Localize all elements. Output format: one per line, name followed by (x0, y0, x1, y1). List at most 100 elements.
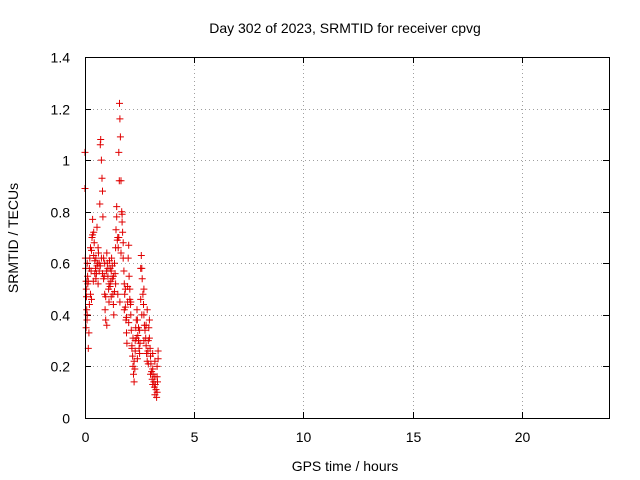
data-point (140, 337, 148, 345)
y-tick-label: 0.6 (51, 256, 71, 272)
data-point (104, 264, 112, 272)
data-point (83, 311, 91, 319)
axis-ticks: 0 0.2 0.4 0.6 0.8 1 1.2 1.4 0 5 10 15 20 (51, 50, 609, 445)
data-point (123, 313, 130, 321)
data-point (88, 295, 95, 303)
x-tick-label: 0 (82, 429, 90, 445)
y-tick-label: 0.4 (51, 308, 71, 324)
data-point (142, 342, 150, 350)
data-point (92, 275, 100, 283)
data-point (93, 223, 101, 231)
data-point (117, 249, 125, 257)
data-point (123, 339, 131, 347)
data-point (97, 156, 105, 164)
data-point (116, 133, 124, 141)
data-point (137, 252, 145, 259)
data-point (143, 306, 151, 314)
data-point (137, 264, 145, 272)
plot-frame (85, 57, 610, 419)
data-point (85, 264, 93, 272)
data-point (99, 213, 107, 221)
data-point (115, 148, 123, 156)
data-point (101, 259, 109, 267)
data-point (149, 381, 157, 388)
data-point (99, 270, 106, 278)
data-point (119, 228, 127, 236)
data-points (81, 99, 162, 401)
data-point (108, 262, 116, 270)
data-point (125, 272, 133, 280)
data-point (107, 293, 115, 301)
data-point (137, 295, 145, 303)
data-point (114, 244, 122, 252)
data-point (100, 275, 108, 283)
data-point (146, 344, 154, 352)
data-point (125, 241, 133, 249)
data-point (96, 262, 104, 270)
x-tick-label: 10 (296, 429, 312, 445)
data-point (145, 316, 153, 324)
data-point (153, 362, 161, 370)
data-point (86, 254, 94, 262)
data-point (144, 360, 152, 368)
data-point (98, 174, 106, 182)
data-point (119, 239, 127, 247)
data-point (94, 280, 102, 288)
data-point (90, 239, 98, 247)
data-point (82, 324, 90, 332)
data-point (94, 244, 102, 252)
data-point (127, 311, 135, 319)
chart-title: Day 302 of 2023, SRMTID for receiver cpv… (209, 20, 481, 36)
data-point (131, 365, 139, 373)
data-point (85, 329, 93, 337)
data-point (127, 298, 135, 306)
data-point (99, 187, 106, 195)
data-point (133, 316, 141, 324)
data-point (112, 226, 120, 234)
y-axis-label: SRMTID / TECUs (5, 183, 21, 293)
data-point (119, 254, 127, 262)
data-point (129, 334, 137, 342)
data-point (116, 99, 123, 107)
data-point (136, 339, 144, 347)
data-point (112, 280, 120, 288)
data-point (116, 115, 124, 123)
data-point (142, 321, 150, 329)
y-tick-label: 1.2 (51, 102, 71, 118)
data-point (82, 285, 90, 293)
data-point (89, 215, 97, 223)
data-point (113, 213, 121, 221)
data-point (131, 347, 139, 355)
data-point (91, 270, 99, 278)
x-tick-label: 5 (191, 429, 199, 445)
data-point (103, 321, 111, 329)
data-point (121, 290, 129, 298)
data-point (105, 298, 113, 306)
data-point (147, 370, 154, 378)
data-point (105, 280, 113, 288)
data-point (118, 210, 126, 218)
data-point (116, 298, 124, 306)
data-point (102, 316, 110, 324)
data-point (103, 249, 111, 257)
data-point (136, 326, 144, 334)
data-point (151, 391, 159, 399)
data-point (118, 218, 126, 226)
data-point (121, 285, 129, 293)
y-tick-label: 1 (62, 153, 70, 169)
data-point (85, 301, 93, 308)
data-point (133, 306, 141, 314)
data-point (120, 267, 128, 275)
data-point (109, 301, 117, 308)
data-point (113, 203, 121, 211)
data-point (96, 200, 104, 208)
data-point (151, 357, 159, 365)
data-point (125, 319, 133, 327)
data-point (97, 136, 105, 143)
data-point (89, 231, 97, 239)
data-point (130, 370, 137, 378)
data-point (110, 311, 118, 319)
data-point (109, 272, 117, 280)
y-tick-label: 0 (62, 411, 70, 427)
